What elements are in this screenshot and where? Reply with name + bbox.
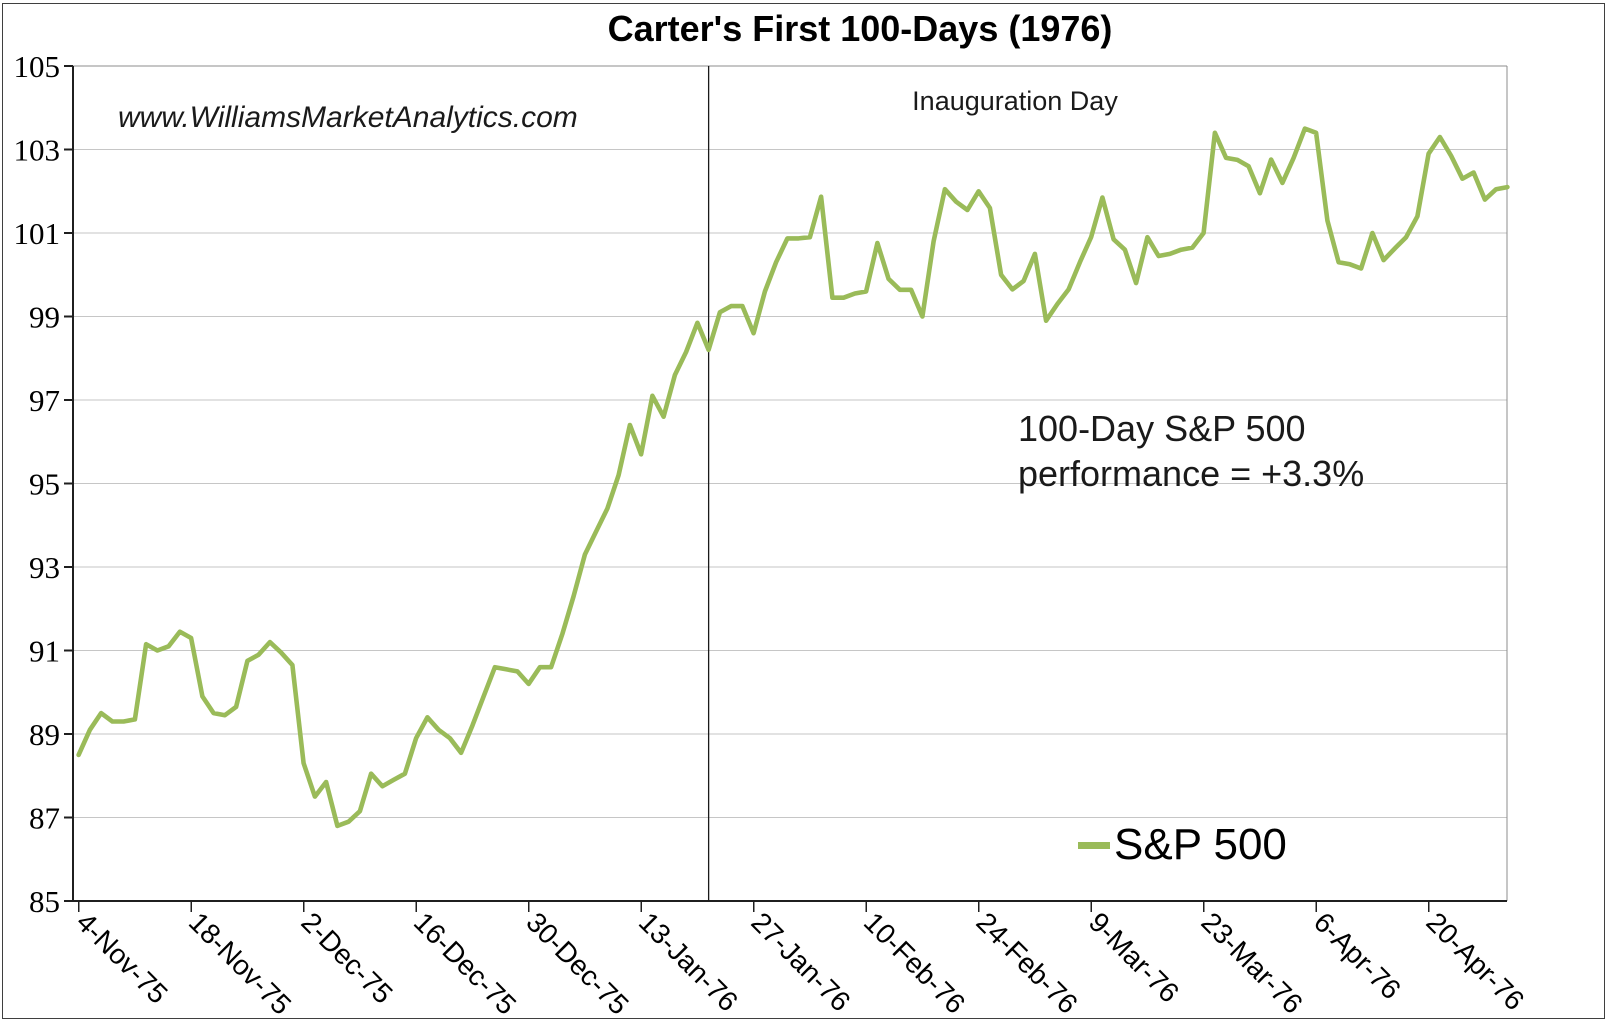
y-tick-label: 93 — [29, 550, 60, 585]
performance-annotation: 100-Day S&P 500 performance = +3.3% — [1018, 406, 1364, 496]
annotation-line-1: 100-Day S&P 500 — [1018, 408, 1306, 449]
y-tick-label: 89 — [29, 717, 60, 752]
y-tick-label: 97 — [29, 383, 60, 418]
x-tick-label: 20-Apr-76 — [1420, 906, 1530, 1016]
x-tick-label: 2-Dec-75 — [295, 906, 398, 1009]
y-tick-label: 99 — [29, 300, 60, 335]
legend-line-marker — [1078, 841, 1110, 849]
sp500-series-line — [76, 126, 1510, 829]
x-tick-label: 30-Dec-75 — [520, 906, 634, 1020]
y-tick-label: 95 — [29, 467, 60, 502]
y-tick-label: 87 — [29, 801, 60, 836]
x-tick-label: 10-Feb-76 — [858, 906, 971, 1019]
x-tick-label: 4-Nov-75 — [70, 906, 173, 1009]
y-tick-label: 101 — [14, 216, 61, 251]
x-tick-label: 24-Feb-76 — [970, 906, 1083, 1019]
watermark-text: www.WilliamsMarketAnalytics.com — [118, 101, 578, 134]
x-tick-label: 27-Jan-76 — [745, 906, 856, 1017]
x-tick-label: 23-Mar-76 — [1195, 906, 1308, 1019]
x-tick-label: 16-Dec-75 — [408, 906, 522, 1020]
x-tick-label: 18-Nov-75 — [183, 906, 297, 1020]
y-tick-label: 105 — [14, 49, 61, 84]
chart-title: Carter's First 100-Days (1976) — [607, 8, 1113, 49]
x-tick-label: 13-Jan-76 — [633, 906, 744, 1017]
inauguration-day-label: Inauguration Day — [912, 86, 1118, 116]
x-tick-label: 6-Apr-76 — [1308, 906, 1407, 1005]
x-tick-label: 9-Mar-76 — [1083, 906, 1185, 1008]
y-tick-label: 85 — [29, 884, 60, 919]
annotation-line-2: performance = +3.3% — [1018, 453, 1365, 494]
legend-label: S&P 500 — [1114, 820, 1287, 869]
figure-border — [2, 3, 1605, 1019]
y-tick-label: 103 — [14, 133, 61, 168]
y-tick-label: 91 — [29, 634, 60, 669]
legend: S&P 500 — [1078, 820, 1287, 870]
